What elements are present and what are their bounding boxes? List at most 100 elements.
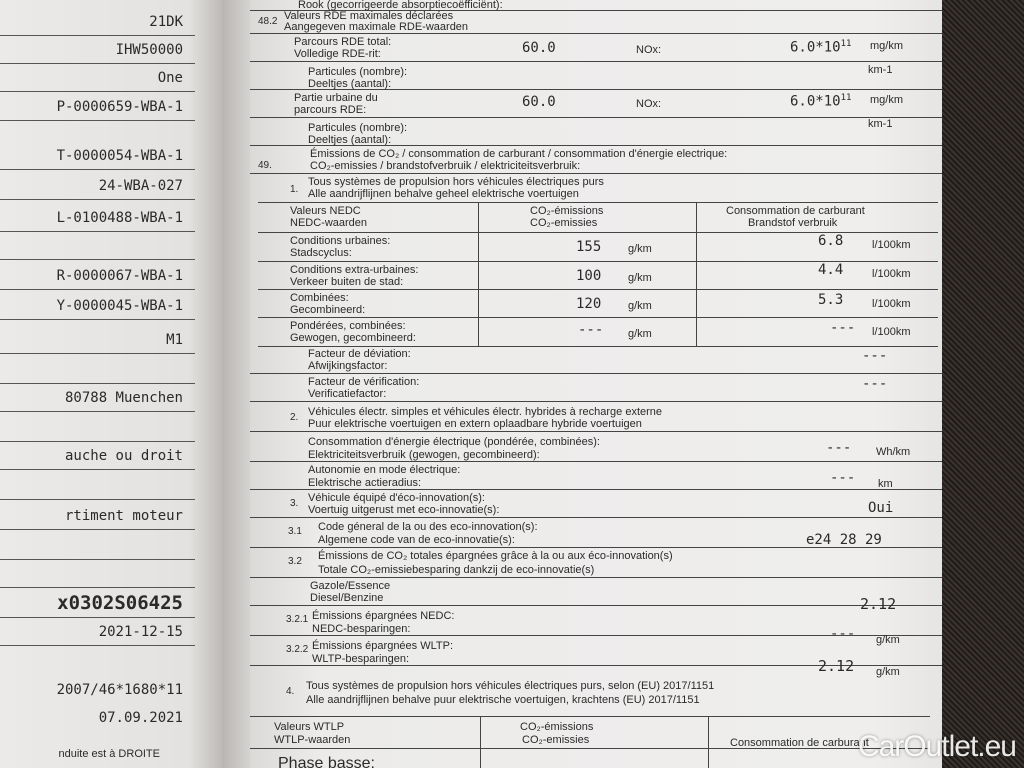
pn-value: 6.0*10	[790, 93, 841, 110]
fuel-unit: l/100km	[872, 268, 911, 280]
label-nl: Deeltjes (aantal):	[308, 134, 392, 146]
left-value: R-0000067-WBA-1	[0, 262, 195, 290]
table-row: Pondérées, combinées: Gewogen, gecombine…	[258, 318, 938, 347]
vin-fragment: x0302S06425	[0, 590, 195, 618]
value: e24 28 29	[806, 532, 882, 548]
co2-unit: g/km	[628, 300, 652, 312]
section-number: 49.	[258, 160, 272, 171]
date-2: 07.09.2021	[98, 710, 183, 726]
section-48-2: 48.2 Valeurs RDE maximales déclarées Aan…	[250, 10, 942, 34]
watermark-logo: CarOutlet.eu	[857, 730, 1017, 763]
label-nl: Elektriciteitsverbruik (gewogen, gecombi…	[308, 449, 540, 461]
value: 60.0	[522, 40, 556, 56]
left-value: 21DK	[0, 8, 195, 36]
unit: g/km	[876, 634, 900, 646]
fabric-background	[940, 0, 1024, 768]
section-4: 4. Tous systèmes de propulsion hors véhi…	[250, 676, 942, 714]
label-fr: Parcours RDE total:	[294, 36, 392, 48]
unit: mg/km	[870, 94, 903, 106]
unit: mg/km	[870, 40, 903, 52]
left-page: 21DK IHW50000 One P-0000659-WBA-1 T-0000…	[0, 0, 222, 768]
label-nl: Stadscyclus:	[290, 247, 352, 259]
label-fr: Conditions extra-urbaines:	[290, 264, 419, 276]
fuel-unit: l/100km	[872, 298, 911, 310]
value: 2.12	[818, 657, 855, 675]
section-3-2-2: 3.2.2 Émissions épargnées WLTP: WLTP-bes…	[250, 636, 942, 678]
nedc-table: Valeurs NEDC NEDC-waarden CO₂-émissions …	[258, 202, 938, 347]
label-fr: Particules (nombre):	[308, 66, 408, 78]
deviation-row: Facteur de déviation: Afwijkingsfactor: …	[250, 346, 942, 374]
header-fr: Consommation de carburant	[730, 737, 869, 749]
fuel-unit: l/100km	[872, 239, 911, 251]
left-value	[0, 414, 195, 442]
header-fr: Valeurs WTLP	[274, 721, 345, 733]
exponent: 11	[840, 93, 852, 103]
section-3-2: 3.2 Émissions de CO₂ totales épargnées g…	[250, 548, 942, 578]
fuel-unit: l/100km	[872, 326, 911, 338]
table-row: Combinées: Gecombineerd: 120 g/km 5.3 l/…	[258, 290, 938, 318]
label-nl: Volledige RDE-rit:	[294, 48, 381, 60]
label-fr: Autonomie en mode électrique:	[308, 464, 461, 476]
particles-row: Particules (nombre): Deeltjes (aantal): …	[250, 118, 942, 146]
date-1: 2021-12-15	[0, 618, 195, 646]
table-header: Valeurs WTLP WTLP-waarden CO₂-émissions …	[250, 717, 930, 749]
section-number: 3.2.2	[286, 644, 309, 655]
section-title-fr: Émissions de CO₂ / consommation de carbu…	[310, 148, 728, 160]
section-title-fr: Véhicules électr. simples et véhicules é…	[308, 406, 663, 418]
unit: g/km	[876, 666, 900, 678]
fuel-type-row: Gazole/Essence Diesel/Benzine 2.12	[250, 578, 942, 612]
label-nl: Diesel/Benzine	[310, 592, 384, 604]
table-header: Valeurs NEDC NEDC-waarden CO₂-émissions …	[258, 203, 938, 233]
unit: km-1	[868, 118, 893, 130]
left-value: 24-WBA-027	[0, 172, 195, 200]
label-fr: Véhicule équipé d'éco-innovation(s):	[308, 492, 485, 504]
nox-label: NOx:	[636, 44, 662, 56]
elec-consumption-row: Consommation d'énergie électrique (pondé…	[250, 432, 942, 462]
section-1: 1. Tous systèmes de propulsion hors véhi…	[250, 174, 942, 202]
particles-row: Particules (nombre): Deeltjes (aantal): …	[250, 62, 942, 90]
value: Oui	[868, 500, 894, 516]
wltp-table: Valeurs WTLP WTLP-waarden CO₂-émissions …	[250, 716, 930, 768]
left-value: M1	[0, 326, 195, 354]
left-value	[0, 356, 195, 384]
label-nl: Verificatiefactor:	[308, 388, 387, 400]
left-value: auche ou droit	[0, 442, 195, 470]
value: ---	[830, 470, 856, 486]
left-value	[0, 532, 195, 560]
label-nl: Gewogen, gecombineerd:	[290, 332, 416, 344]
label-fr: Émissions épargnées WLTP:	[312, 640, 454, 652]
label-nl: NEDC-besparingen:	[312, 623, 411, 635]
label-fr: Combinées:	[290, 292, 349, 304]
rde-urban-row: Partie urbaine du parcours RDE: 60.0 NOx…	[250, 90, 942, 118]
left-value: P-0000659-WBA-1	[0, 93, 195, 121]
section-3-2-1: 3.2.1 Émissions épargnées NEDC: NEDC-bes…	[250, 606, 942, 646]
label-fr: Gazole/Essence	[310, 580, 391, 592]
left-value	[0, 232, 195, 260]
header-fr: CO₂-émissions	[520, 721, 594, 733]
rde-total-row: Parcours RDE total: Volledige RDE-rit: 6…	[250, 34, 942, 62]
unit: Wh/km	[876, 446, 911, 458]
section-number: 3.2	[288, 556, 302, 567]
label-nl: Algemene code van de eco-innovatie(s):	[318, 534, 515, 546]
left-value: T-0000054-WBA-1	[0, 142, 195, 170]
section-3-1: 3.1 Code géneral de la ou des eco-innova…	[250, 518, 942, 548]
section-49: 49. Émissions de CO₂ / consommation de c…	[250, 146, 942, 174]
fuel-value: ---	[830, 320, 856, 336]
unit: km	[878, 478, 893, 490]
label-fr-2: parcours RDE:	[294, 104, 367, 116]
label-nl: Voertuig uitgerust met eco-innovatie(s):	[308, 504, 500, 516]
section-title-fr: Tous systèmes de propulsion hors véhicul…	[306, 680, 715, 692]
value: ---	[862, 376, 888, 392]
label-fr: Pondérées, combinées:	[290, 320, 406, 332]
row-label: Phase basse:	[278, 755, 375, 768]
page-gutter	[222, 0, 252, 768]
left-value: IHW50000	[0, 36, 195, 64]
co2-value: ---	[578, 322, 604, 338]
label-fr: Émissions épargnées NEDC:	[312, 610, 455, 622]
label-fr: Émissions de CO₂ totales épargnées grâce…	[318, 550, 673, 562]
co2-unit: g/km	[628, 243, 652, 255]
nox-label: NOx:	[636, 98, 662, 110]
value: 2.12	[860, 595, 897, 613]
approval-number: 2007/46*1680*11	[56, 682, 183, 698]
left-value	[0, 472, 195, 500]
